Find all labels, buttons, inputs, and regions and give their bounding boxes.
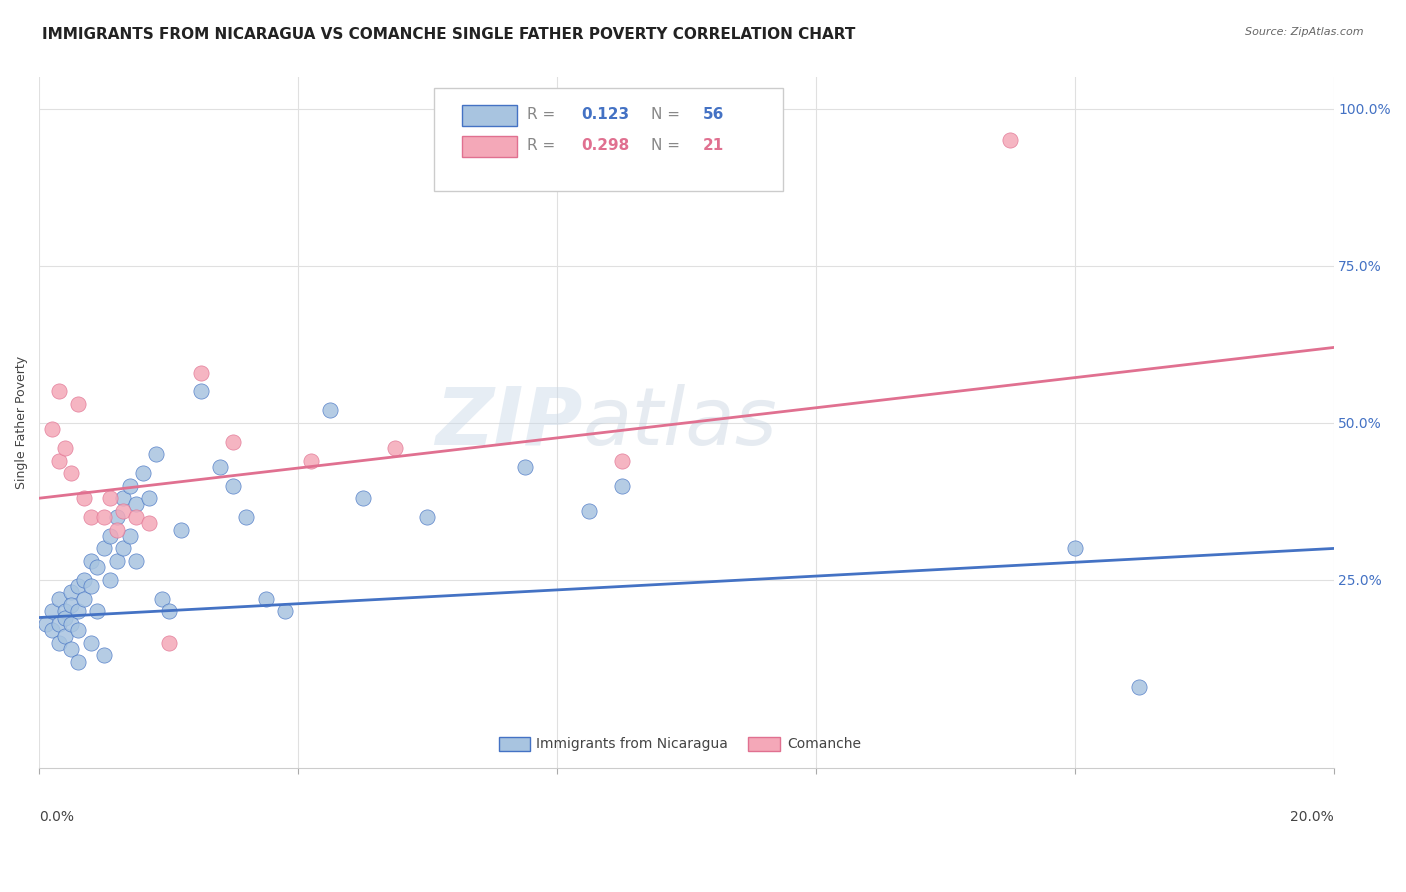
Point — [145, 447, 167, 461]
Point — [41, 604, 63, 618]
Point — [112, 491, 135, 506]
Point — [125, 510, 148, 524]
Point — [170, 523, 193, 537]
Point — [48, 635, 70, 649]
Point — [222, 478, 245, 492]
Point — [299, 453, 322, 467]
Point — [254, 591, 277, 606]
Point — [235, 510, 257, 524]
Text: ZIP: ZIP — [436, 384, 582, 462]
Point — [112, 504, 135, 518]
Point — [98, 573, 121, 587]
Point — [86, 560, 108, 574]
Point — [53, 629, 76, 643]
Point — [48, 453, 70, 467]
Point — [118, 478, 141, 492]
Point — [48, 384, 70, 399]
Point — [190, 384, 212, 399]
Text: R =: R = — [527, 137, 560, 153]
Point — [610, 453, 633, 467]
Text: 0.123: 0.123 — [582, 106, 630, 121]
Point — [112, 541, 135, 556]
Y-axis label: Single Father Poverty: Single Father Poverty — [15, 356, 28, 490]
Point — [48, 616, 70, 631]
Point — [66, 579, 89, 593]
Text: IMMIGRANTS FROM NICARAGUA VS COMANCHE SINGLE FATHER POVERTY CORRELATION CHART: IMMIGRANTS FROM NICARAGUA VS COMANCHE SI… — [42, 27, 856, 42]
Point — [60, 585, 83, 599]
FancyBboxPatch shape — [434, 87, 783, 192]
Point — [125, 498, 148, 512]
Point — [73, 591, 96, 606]
Point — [53, 441, 76, 455]
Point — [73, 491, 96, 506]
Point — [118, 529, 141, 543]
Text: 0.0%: 0.0% — [39, 810, 75, 823]
Point — [138, 516, 160, 531]
Point — [80, 554, 103, 568]
Text: atlas: atlas — [582, 384, 778, 462]
Point — [105, 523, 128, 537]
Point — [138, 491, 160, 506]
FancyBboxPatch shape — [463, 136, 517, 157]
Point — [53, 604, 76, 618]
Text: 21: 21 — [703, 137, 724, 153]
Point — [80, 579, 103, 593]
Point — [86, 604, 108, 618]
Point — [105, 510, 128, 524]
Point — [93, 510, 115, 524]
Point — [60, 616, 83, 631]
Text: Immigrants from Nicaragua: Immigrants from Nicaragua — [536, 737, 728, 751]
Text: N =: N = — [651, 137, 685, 153]
Point — [98, 491, 121, 506]
Point — [60, 642, 83, 657]
Point — [150, 591, 173, 606]
Point — [60, 466, 83, 480]
FancyBboxPatch shape — [463, 105, 517, 126]
Point — [274, 604, 297, 618]
Point — [93, 541, 115, 556]
Point — [93, 648, 115, 663]
Point — [319, 403, 342, 417]
Point — [60, 598, 83, 612]
Point — [157, 604, 180, 618]
Point — [66, 623, 89, 637]
Point — [53, 610, 76, 624]
FancyBboxPatch shape — [499, 737, 530, 751]
Point — [41, 623, 63, 637]
Text: Source: ZipAtlas.com: Source: ZipAtlas.com — [1246, 27, 1364, 37]
Point — [131, 466, 153, 480]
FancyBboxPatch shape — [748, 737, 779, 751]
Text: 0.298: 0.298 — [582, 137, 630, 153]
Point — [1128, 680, 1150, 694]
Point — [66, 397, 89, 411]
Point — [513, 459, 536, 474]
Point — [190, 366, 212, 380]
Point — [105, 554, 128, 568]
Point — [416, 510, 439, 524]
Text: N =: N = — [651, 106, 685, 121]
Point — [209, 459, 232, 474]
Point — [73, 573, 96, 587]
Point — [157, 635, 180, 649]
Point — [34, 616, 56, 631]
Point — [222, 434, 245, 449]
Point — [998, 133, 1021, 147]
Point — [384, 441, 406, 455]
Point — [80, 510, 103, 524]
Point — [66, 655, 89, 669]
Point — [80, 635, 103, 649]
Point — [41, 422, 63, 436]
Point — [48, 591, 70, 606]
Text: 20.0%: 20.0% — [1289, 810, 1333, 823]
Text: Comanche: Comanche — [787, 737, 862, 751]
Point — [578, 504, 600, 518]
Text: R =: R = — [527, 106, 560, 121]
Point — [98, 529, 121, 543]
Point — [125, 554, 148, 568]
Point — [352, 491, 374, 506]
Text: 56: 56 — [703, 106, 724, 121]
Point — [1063, 541, 1085, 556]
Point — [610, 478, 633, 492]
Point — [66, 604, 89, 618]
